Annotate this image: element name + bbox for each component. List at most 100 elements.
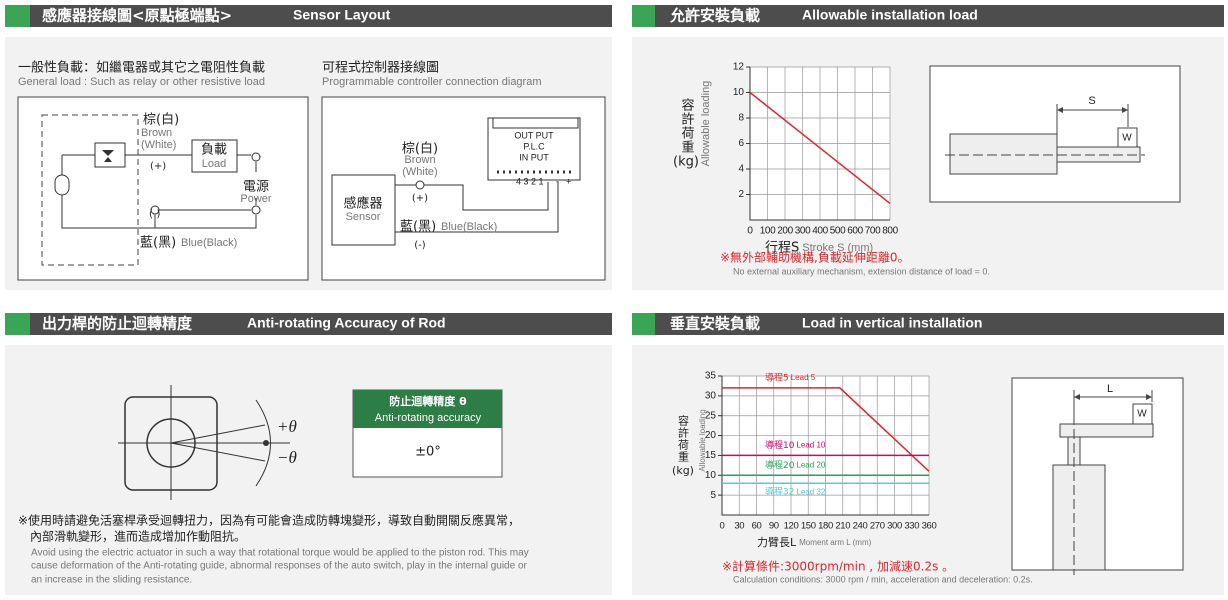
text: + bbox=[566, 176, 571, 186]
y-tick-label: 10 bbox=[733, 87, 745, 98]
series-line bbox=[749, 91, 891, 205]
text: (White) bbox=[141, 139, 176, 151]
x-tick-label: 700 bbox=[865, 226, 881, 237]
x-tick-label: 500 bbox=[830, 226, 846, 237]
x-tick-label: 90 bbox=[769, 521, 779, 532]
y-tick-label: 10 bbox=[705, 470, 717, 481]
x-tick-label: 600 bbox=[847, 226, 863, 237]
text: (+) bbox=[412, 193, 428, 204]
text: General load : Such as relay or other re… bbox=[18, 76, 265, 88]
note: ※計算條件:3000rpm/min , 加減速0.2s 。 bbox=[722, 559, 954, 574]
note: Calculation conditions: 3000 rpm / min, … bbox=[733, 574, 1033, 584]
series-label: 導程10 bbox=[765, 439, 795, 451]
vertical-load: ※計算條件:3000rpm/min , 加減速0.2s 。 Calculatio… bbox=[722, 377, 1184, 584]
text: W bbox=[1122, 133, 1132, 144]
text: 負載 bbox=[201, 143, 227, 158]
text: W bbox=[1137, 409, 1147, 420]
y-label: (kg) bbox=[672, 464, 694, 477]
y-tick-label: 6 bbox=[738, 138, 744, 149]
text: (-) bbox=[414, 240, 426, 251]
header: 感應器接線圖<原點極端點> Sensor Layout 允許安裝負載 Allow… bbox=[5, 5, 1224, 335]
x-tick-label: 200 bbox=[777, 226, 793, 237]
text: −θ bbox=[277, 448, 297, 467]
text: 4 3 2 1 bbox=[516, 176, 544, 186]
title: 允許安裝負載 bbox=[669, 7, 760, 25]
text: 電源 bbox=[243, 180, 269, 195]
x-tick-label: 150 bbox=[801, 521, 816, 532]
note: ※使用時請避免活塞桿承受迴轉扭力，因為有可能會造成防轉塊變形，導致自動開關反應異… bbox=[18, 513, 520, 528]
text: Brown bbox=[141, 127, 172, 139]
y-label: Allowable loading bbox=[698, 409, 707, 471]
text: 一般性負載：如繼電器或其它之電阻性負載 bbox=[18, 60, 265, 76]
text: S bbox=[1088, 95, 1095, 107]
text: 藍(黑) bbox=[400, 220, 436, 235]
text: Power bbox=[240, 193, 272, 205]
y-label: 容許荷重 bbox=[679, 97, 695, 154]
x-tick-label: 330 bbox=[904, 521, 919, 532]
text: P.L.C bbox=[523, 141, 545, 151]
y-tick-label: 4 bbox=[738, 164, 744, 175]
axis bbox=[749, 67, 890, 221]
x-tick-label: 0 bbox=[747, 226, 753, 237]
y-tick-label: 25 bbox=[705, 410, 717, 421]
text: - bbox=[556, 176, 559, 186]
text: (-) bbox=[149, 209, 161, 220]
text: 可程式控制器接線圖 bbox=[322, 60, 439, 76]
axis bbox=[721, 376, 929, 516]
text: Blue(Black) bbox=[181, 237, 237, 249]
note: Avoid using the electric actuator in suc… bbox=[31, 548, 529, 559]
text: L bbox=[1107, 383, 1113, 395]
series-label: 導程32 bbox=[765, 486, 794, 498]
y-label: Allowable loading bbox=[700, 81, 712, 167]
x-tick-label: 100 bbox=[760, 226, 776, 237]
x-label: Moment arm L (mm) bbox=[799, 538, 871, 547]
x-tick-label: 360 bbox=[922, 521, 937, 532]
x-label: 力臂長L bbox=[757, 536, 797, 549]
text: Brown bbox=[404, 154, 435, 166]
x-label: Stroke S (mm) bbox=[802, 242, 873, 254]
x-tick-label: 400 bbox=[812, 226, 828, 237]
allowable-load: ※無外部輔助機構,負載延伸距離0。 No external auxiliary … bbox=[720, 65, 1181, 276]
text: +θ bbox=[277, 417, 297, 436]
title: Sensor Layout bbox=[293, 7, 391, 23]
title: Load in vertical installation bbox=[802, 315, 982, 331]
series-label: 導程20 bbox=[765, 459, 795, 471]
text: OUT PUT bbox=[514, 130, 554, 140]
series-label: 導程5 bbox=[765, 371, 789, 383]
table-cell: ±0° bbox=[415, 445, 441, 460]
note: an increase in the sliding resistance. bbox=[31, 575, 192, 586]
anti-rotating: +θ −θ 防止迴轉精度 θ Anti-rotating accuracy ±0… bbox=[18, 385, 529, 586]
note: ※無外部輔助機構,負載延伸距離0。 bbox=[720, 250, 910, 265]
text: Load bbox=[202, 158, 226, 170]
note: 內部滑軌變形，進而造成增加作動阻抗。 bbox=[30, 529, 246, 544]
x-tick-label: 210 bbox=[835, 521, 850, 532]
text: Sensor bbox=[346, 211, 381, 223]
x-tick-label: 0 bbox=[720, 521, 725, 532]
table-header: Anti-rotating accuracy bbox=[375, 412, 482, 424]
text: 藍(黑) bbox=[140, 236, 176, 251]
sensor-layout: 一般性負載：如繼電器或其它之電阻性負載 General load : Such … bbox=[17, 60, 606, 281]
x-tick-label: 180 bbox=[818, 521, 833, 532]
text: IN PUT bbox=[519, 152, 549, 162]
title: 出力桿的防止迴轉精度 bbox=[42, 315, 193, 333]
x-label: 行程S bbox=[765, 241, 799, 256]
text: 棕(白) bbox=[402, 141, 438, 157]
text: Programmable controller connection diagr… bbox=[322, 76, 542, 88]
series-label: Lead 20 bbox=[796, 460, 825, 469]
y-tick-label: 5 bbox=[710, 490, 716, 501]
text: 棕(白) bbox=[143, 112, 179, 128]
y-tick-label: 15 bbox=[705, 450, 717, 461]
y-tick-label: 30 bbox=[705, 390, 717, 401]
title: 感應器接線圖<原點極端點> bbox=[42, 7, 232, 25]
text: 感應器 bbox=[343, 196, 382, 212]
title: Anti-rotating Accuracy of Rod bbox=[247, 315, 446, 331]
x-tick-label: 300 bbox=[887, 521, 902, 532]
text: Blue(Black) bbox=[441, 221, 497, 233]
note: No external auxiliary mechanism, extensi… bbox=[733, 266, 990, 276]
text: (White) bbox=[402, 166, 437, 178]
series-label: Lead 32 bbox=[796, 487, 825, 496]
y-tick-label: 35 bbox=[705, 371, 717, 382]
x-tick-label: 30 bbox=[734, 521, 744, 532]
series-label: Lead 10 bbox=[796, 441, 825, 450]
